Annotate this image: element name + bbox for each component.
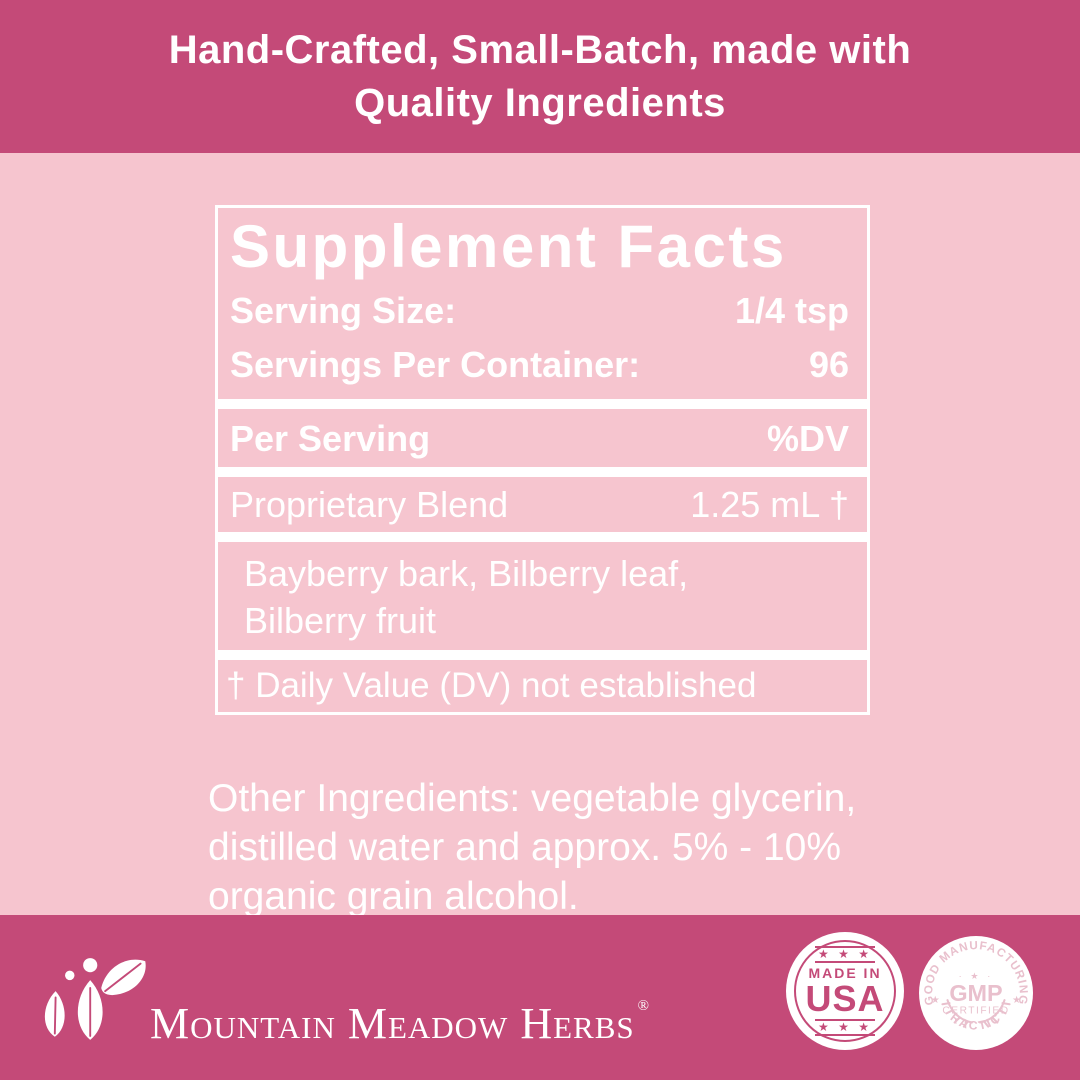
star-band-line — [815, 961, 875, 963]
registered-trademark-icon: ® — [637, 998, 651, 1014]
blend-ingredients-line-2: Bilberry fruit — [244, 600, 437, 641]
brand-leaves-icon — [44, 958, 146, 1040]
gmp-certified-text: CERTIFIED — [942, 1005, 1009, 1016]
star-band-line — [815, 1034, 875, 1036]
divider — [218, 467, 867, 477]
divider — [218, 399, 867, 409]
blend-ingredients-line-1: Bayberry bark, Bilberry leaf, — [244, 553, 689, 594]
stars-row: ★ ★ ★ — [818, 1020, 872, 1034]
gmp-certified-badge-icon: GOOD MANUFACTURING · ★ · GMP CERTIFIED ★… — [919, 936, 1033, 1050]
stars-row: ★ ★ ★ — [818, 947, 872, 961]
per-serving-header-row: Per Serving %DV — [218, 421, 867, 457]
star-band-line — [815, 946, 875, 948]
servings-label: Servings Per Container: — [230, 344, 641, 385]
usa-star-band-top: ★ ★ ★ — [814, 946, 876, 963]
dv-label: %DV — [766, 418, 849, 459]
other-ingredients-text: Other Ingredients: vegetable glycerin, d… — [208, 774, 898, 921]
top-banner: Hand-Crafted, Small-Batch, made with Qua… — [0, 0, 1080, 153]
blend-value: 1.25 mL † — [690, 484, 849, 525]
divider — [218, 532, 867, 542]
laurel-left-icon — [941, 999, 973, 1028]
serving-size-row: Serving Size: 1/4 tsp — [218, 293, 867, 329]
blend-label: Proprietary Blend — [230, 484, 509, 525]
proprietary-blend-row: Proprietary Blend 1.25 mL † — [218, 487, 867, 523]
laurel-right-icon — [979, 999, 1011, 1028]
gmp-side-star-right: ★ — [1012, 995, 1021, 1006]
gmp-side-star-left: ★ — [931, 995, 940, 1006]
per-serving-label: Per Serving — [230, 418, 431, 459]
made-in-usa-badge-icon: ★ ★ ★ MADE IN USA ★ ★ ★ — [786, 932, 904, 1050]
usa-star-band-bottom: ★ ★ ★ — [814, 1019, 876, 1036]
serving-size-label: Serving Size: — [230, 290, 457, 331]
brand-name: Mountain Meadow Herbs — [150, 999, 635, 1048]
daily-value-footnote: † Daily Value (DV) not established — [226, 666, 757, 705]
supplement-facts-panel: Supplement Facts Serving Size: 1/4 tsp S… — [215, 205, 870, 715]
servings-per-container-row: Servings Per Container: 96 — [218, 347, 867, 383]
daily-value-footnote-row: † Daily Value (DV) not established — [218, 668, 867, 704]
banner-line-2: Quality Ingredients — [354, 80, 726, 125]
gmp-badge-circle — [919, 936, 1033, 1050]
usa-text: USA — [805, 978, 885, 1019]
divider — [218, 650, 867, 660]
serving-size-value: 1/4 tsp — [734, 290, 849, 331]
other-ingredients-line-3: organic grain alcohol. — [208, 875, 579, 918]
made-in-usa-badge-inner: ★ ★ ★ MADE IN USA ★ ★ ★ — [794, 940, 896, 1042]
brand-wordmark: Mountain Meadow Herbs ® — [150, 982, 650, 1048]
servings-value: 96 — [808, 344, 849, 385]
blend-ingredients: Bayberry bark, Bilberry leaf, Bilberry f… — [218, 550, 867, 644]
gmp-star-dots: · ★ · — [959, 971, 994, 981]
star-band-line — [815, 1019, 875, 1021]
other-ingredients-line-1: Other Ingredients: vegetable glycerin, — [208, 777, 857, 820]
gmp-text: GMP — [949, 980, 1002, 1006]
supplement-facts-title: Supplement Facts — [230, 213, 787, 280]
banner-line-1: Hand-Crafted, Small-Batch, made with — [168, 27, 912, 72]
made-in-text: MADE IN — [808, 965, 882, 981]
other-ingredients-line-2: distilled water and approx. 5% - 10% — [208, 826, 842, 869]
